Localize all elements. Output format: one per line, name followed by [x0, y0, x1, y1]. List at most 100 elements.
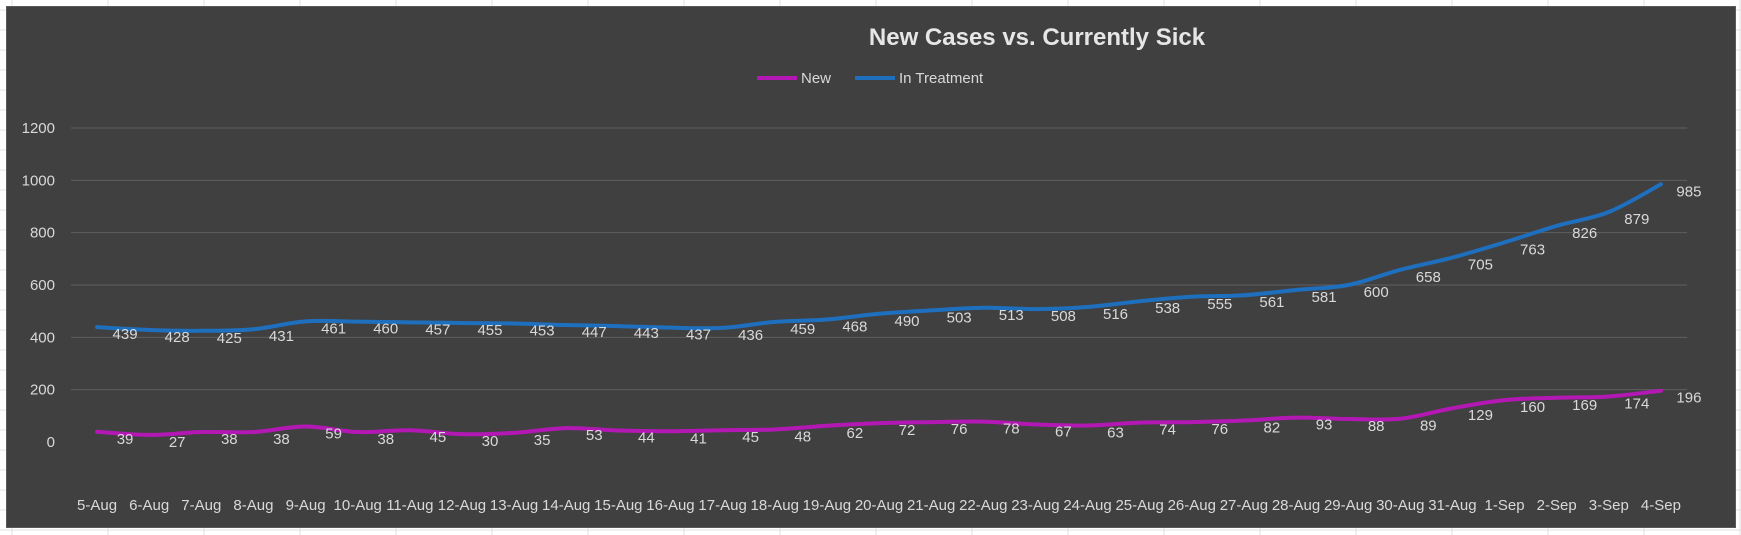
- x-tick-label: 6-Aug: [129, 497, 169, 514]
- x-tick-label: 27-Aug: [1220, 497, 1268, 514]
- data-label-new: 78: [1003, 421, 1020, 438]
- series-line-new: [95, 388, 1663, 437]
- x-tick-label: 3-Sep: [1589, 497, 1629, 514]
- data-label-in-treatment: 490: [894, 313, 919, 330]
- data-label-in-treatment: 437: [686, 327, 711, 344]
- data-label-new: 72: [899, 422, 916, 439]
- y-tick-label: 1000: [22, 172, 55, 189]
- y-tick-label: 400: [30, 329, 55, 346]
- y-axis-ticks: 0 200 400 600 800 1000 1200: [22, 120, 55, 451]
- series-layer: [95, 182, 1663, 437]
- data-label-in-treatment: 705: [1468, 257, 1493, 274]
- x-tick-label: 13-Aug: [490, 497, 538, 514]
- data-label-new: 88: [1368, 418, 1385, 435]
- data-label-new: 27: [169, 434, 186, 451]
- data-label-in-treatment: 985: [1676, 183, 1701, 200]
- data-label-new: 45: [429, 429, 446, 446]
- x-tick-label: 2-Sep: [1537, 497, 1577, 514]
- x-axis-ticks: 5-Aug 6-Aug 7-Aug 8-Aug 9-Aug 10-Aug 11-Aug 12-…: [77, 497, 1681, 514]
- data-label-new: 38: [273, 431, 290, 448]
- data-label-new: 41: [690, 430, 707, 447]
- x-tick-label: 21-Aug: [907, 497, 955, 514]
- data-label-new: 67: [1055, 423, 1072, 440]
- data-label-in-treatment: 538: [1155, 300, 1180, 317]
- data-label-new: 196: [1676, 390, 1701, 407]
- data-label-in-treatment: 600: [1364, 284, 1389, 301]
- data-label-new: 169: [1572, 397, 1597, 414]
- data-label-in-treatment: 428: [165, 329, 190, 346]
- data-label-new: 38: [377, 431, 394, 448]
- legend-label-new: New: [801, 70, 831, 87]
- x-tick-label: 24-Aug: [1063, 497, 1111, 514]
- data-label-new: 93: [1316, 417, 1333, 434]
- data-label-in-treatment: 826: [1572, 225, 1597, 242]
- x-tick-label: 20-Aug: [855, 497, 903, 514]
- data-label-in-treatment: 439: [113, 326, 138, 343]
- data-labels: 39 27 38 38 59 38 45 30 35 53 44 41 45 48 62 72 76 78 67 63…: [113, 183, 1702, 451]
- x-tick-label: 22-Aug: [959, 497, 1007, 514]
- x-tick-label: 12-Aug: [438, 497, 486, 514]
- data-label-in-treatment: 453: [530, 322, 555, 339]
- data-label-in-treatment: 513: [999, 307, 1024, 324]
- data-label-new: 30: [482, 433, 499, 450]
- x-tick-label: 26-Aug: [1168, 497, 1216, 514]
- chart-area[interactable]: New Cases vs. Currently Sick New In Trea…: [6, 6, 1736, 528]
- data-label-new: 38: [221, 431, 238, 448]
- x-tick-label: 11-Aug: [386, 497, 433, 514]
- x-tick-label: 5-Aug: [77, 497, 117, 514]
- y-tick-label: 0: [47, 434, 55, 451]
- data-label-in-treatment: 443: [634, 325, 659, 342]
- data-label-new: 45: [742, 429, 759, 446]
- data-label-in-treatment: 457: [425, 321, 450, 338]
- data-label-in-treatment: 455: [477, 322, 502, 339]
- x-tick-label: 23-Aug: [1011, 497, 1059, 514]
- data-label-in-treatment: 447: [582, 324, 607, 341]
- data-label-in-treatment: 516: [1103, 306, 1128, 323]
- x-tick-label: 17-Aug: [698, 497, 746, 514]
- data-label-in-treatment: 561: [1259, 294, 1284, 311]
- data-label-in-treatment: 581: [1312, 289, 1337, 306]
- x-tick-label: 8-Aug: [233, 497, 273, 514]
- x-tick-label: 10-Aug: [334, 497, 382, 514]
- data-label-new: 53: [586, 427, 603, 444]
- data-label-in-treatment: 879: [1624, 211, 1649, 228]
- data-label-new: 160: [1520, 399, 1545, 416]
- data-label-new: 44: [638, 429, 655, 446]
- y-tick-label: 600: [30, 277, 55, 294]
- x-tick-label: 4-Sep: [1641, 497, 1681, 514]
- series-line-in-treatment: [95, 182, 1663, 333]
- data-label-new: 76: [1211, 421, 1228, 438]
- data-label-in-treatment: 459: [790, 321, 815, 338]
- data-label-in-treatment: 468: [842, 319, 867, 336]
- data-label-new: 62: [847, 425, 864, 442]
- data-label-new: 63: [1107, 425, 1124, 442]
- data-label-in-treatment: 431: [269, 328, 294, 345]
- data-label-in-treatment: 658: [1416, 269, 1441, 286]
- data-label-in-treatment: 460: [373, 321, 398, 338]
- data-label-in-treatment: 436: [738, 327, 763, 344]
- data-label-in-treatment: 461: [321, 320, 346, 337]
- data-label-new: 74: [1159, 422, 1176, 439]
- data-label-in-treatment: 503: [947, 309, 972, 326]
- x-tick-label: 18-Aug: [751, 497, 799, 514]
- x-tick-label: 19-Aug: [803, 497, 851, 514]
- data-label-new: 48: [794, 428, 811, 445]
- data-label-new: 59: [325, 426, 342, 443]
- x-tick-label: 25-Aug: [1115, 497, 1163, 514]
- data-label-in-treatment: 508: [1051, 308, 1076, 325]
- gridlines: [71, 127, 1687, 391]
- data-label-in-treatment: 763: [1520, 241, 1545, 258]
- y-tick-label: 200: [30, 382, 55, 399]
- x-tick-label: 1-Sep: [1485, 497, 1525, 514]
- x-tick-label: 14-Aug: [542, 497, 590, 514]
- x-tick-label: 15-Aug: [594, 497, 642, 514]
- x-tick-label: 28-Aug: [1272, 497, 1320, 514]
- x-tick-label: 31-Aug: [1428, 497, 1476, 514]
- y-tick-label: 800: [30, 225, 55, 242]
- x-tick-label: 7-Aug: [181, 497, 221, 514]
- x-tick-label: 9-Aug: [286, 497, 326, 514]
- x-tick-label: 16-Aug: [646, 497, 694, 514]
- data-label-new: 129: [1468, 407, 1493, 424]
- data-label-new: 35: [534, 432, 551, 449]
- data-label-in-treatment: 555: [1207, 296, 1232, 313]
